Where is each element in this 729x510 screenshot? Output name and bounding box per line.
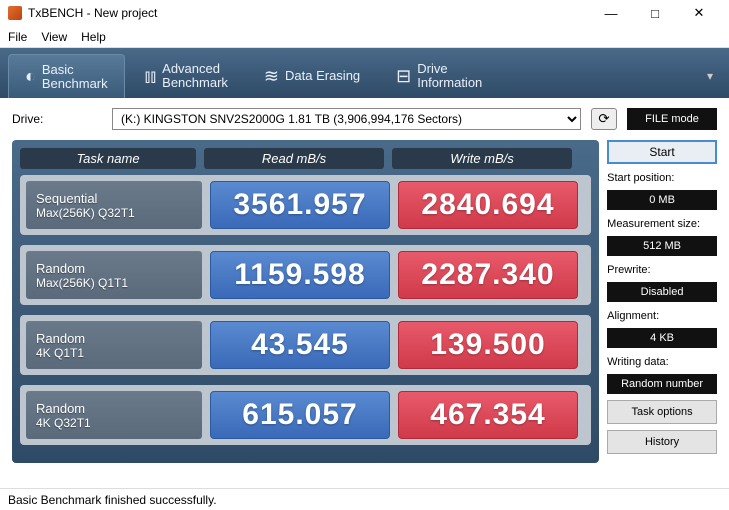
read-value: 3561.957 [210, 181, 390, 229]
app-icon [8, 6, 22, 20]
drive-row: Drive: (K:) KINGSTON SNV2S2000G 1.81 TB … [0, 98, 729, 140]
benchmark-header: Task name Read mB/s Write mB/s [20, 148, 591, 169]
task-options-button[interactable]: Task options [607, 400, 717, 424]
start-button[interactable]: Start [607, 140, 717, 164]
benchmark-row: RandomMax(256K) Q1T11159.5982287.340 [20, 245, 591, 305]
tab-drive-information[interactable]: ⊟ DriveInformation [380, 54, 498, 98]
writing-data-value: Random number [607, 374, 717, 394]
read-value: 615.057 [210, 391, 390, 439]
drive-label: Drive: [12, 112, 102, 126]
read-value: 1159.598 [210, 251, 390, 299]
measurement-size-value: 512 MB [607, 236, 717, 256]
tab-basic-benchmark[interactable]: ◐ BasicBenchmark [8, 54, 125, 98]
task-cell: RandomMax(256K) Q1T1 [26, 251, 202, 299]
tab-advanced-benchmark[interactable]: ⫾⫾ AdvancedBenchmark [129, 54, 244, 98]
drive-icon: ⊟ [396, 66, 411, 87]
refresh-icon: ⟳ [598, 111, 609, 127]
task-cell: SequentialMax(256K) Q32T1 [26, 181, 202, 229]
write-value: 139.500 [398, 321, 578, 369]
benchmark-row: SequentialMax(256K) Q32T13561.9572840.69… [20, 175, 591, 235]
erase-icon: ≋ [264, 66, 279, 87]
task-name-line1: Random [36, 261, 192, 276]
header-read: Read mB/s [204, 148, 384, 169]
task-name-line2: Max(256K) Q1T1 [36, 276, 192, 290]
task-name-line1: Sequential [36, 191, 192, 206]
window-title: TxBENCH - New project [28, 6, 589, 20]
write-value: 2287.340 [398, 251, 578, 299]
tab-overflow-icon[interactable]: ▾ [699, 59, 721, 93]
task-cell: Random4K Q1T1 [26, 321, 202, 369]
file-mode-button[interactable]: FILE mode [627, 108, 717, 130]
refresh-button[interactable]: ⟳ [591, 108, 617, 130]
write-value: 467.354 [398, 391, 578, 439]
maximize-button[interactable]: □ [633, 0, 677, 26]
measurement-size-label: Measurement size: [607, 218, 717, 230]
task-name-line2: 4K Q32T1 [36, 416, 192, 430]
statusbar: Basic Benchmark finished successfully. [0, 488, 729, 510]
side-panel: Start Start position: 0 MB Measurement s… [607, 140, 717, 463]
tab-data-erasing[interactable]: ≋ Data Erasing [248, 54, 376, 98]
menu-file[interactable]: File [8, 30, 27, 44]
gauge-icon: ◐ [25, 66, 36, 87]
write-value: 2840.694 [398, 181, 578, 229]
header-write: Write mB/s [392, 148, 572, 169]
chart-icon: ⫾⫾ [145, 66, 157, 87]
task-name-line1: Random [36, 401, 192, 416]
menu-help[interactable]: Help [81, 30, 106, 44]
start-position-value: 0 MB [607, 190, 717, 210]
benchmark-row: Random4K Q32T1615.057467.354 [20, 385, 591, 445]
alignment-value: 4 KB [607, 328, 717, 348]
benchmark-row: Random4K Q1T143.545139.500 [20, 315, 591, 375]
drive-select[interactable]: (K:) KINGSTON SNV2S2000G 1.81 TB (3,906,… [112, 108, 581, 130]
prewrite-value: Disabled [607, 282, 717, 302]
benchmark-panel: Task name Read mB/s Write mB/s Sequentia… [12, 140, 599, 463]
prewrite-label: Prewrite: [607, 264, 717, 276]
header-task: Task name [20, 148, 196, 169]
task-name-line1: Random [36, 331, 192, 346]
close-button[interactable]: ✕ [677, 0, 721, 26]
read-value: 43.545 [210, 321, 390, 369]
alignment-label: Alignment: [607, 310, 717, 322]
task-cell: Random4K Q32T1 [26, 391, 202, 439]
menu-view[interactable]: View [41, 30, 67, 44]
history-button[interactable]: History [607, 430, 717, 454]
start-position-label: Start position: [607, 172, 717, 184]
tabstrip: ◐ BasicBenchmark ⫾⫾ AdvancedBenchmark ≋ … [0, 48, 729, 98]
task-name-line2: 4K Q1T1 [36, 346, 192, 360]
minimize-button[interactable]: — [589, 0, 633, 26]
writing-data-label: Writing data: [607, 356, 717, 368]
titlebar: TxBENCH - New project — □ ✕ [0, 0, 729, 26]
task-name-line2: Max(256K) Q32T1 [36, 206, 192, 220]
menubar: File View Help [0, 26, 729, 48]
